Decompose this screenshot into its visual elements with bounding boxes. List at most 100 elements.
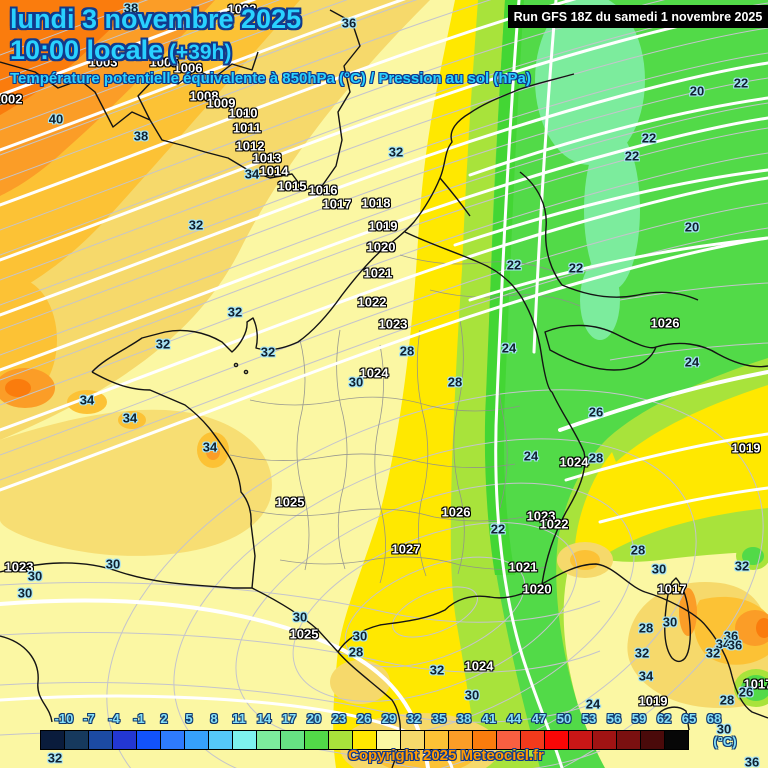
temp-label: 28	[447, 374, 463, 390]
pressure-label: 1002	[0, 91, 23, 107]
colorbar-tick: 26	[356, 711, 372, 726]
temp-label: 34	[79, 392, 95, 408]
colorbar-tick: 20	[306, 711, 322, 726]
colorbar-swatch	[184, 730, 209, 750]
colorbar-swatch	[568, 730, 593, 750]
header-time-text: 10:00 locale	[10, 35, 164, 65]
colorbar-swatch	[256, 730, 281, 750]
temp-label: 32	[429, 662, 445, 678]
header-subtitle: Température potentielle équivalente à 85…	[10, 70, 531, 87]
pressure-label: 1020	[522, 581, 552, 597]
pressure-label: 1008	[189, 88, 219, 104]
temp-label: 30	[352, 628, 368, 644]
temp-label: 36	[744, 754, 760, 768]
colorbar-swatch	[160, 730, 185, 750]
colorbar-tick: -10	[54, 711, 74, 726]
colorbar-tick: 53	[581, 711, 597, 726]
colorbar-swatch	[112, 730, 137, 750]
colorbar-tick: 29	[381, 711, 397, 726]
temp-label: 34	[638, 668, 654, 684]
temp-label: 32	[260, 344, 276, 360]
header-time: 10:00 locale (+39h)	[10, 35, 531, 66]
temp-label: 22	[624, 148, 640, 164]
colorbar-tick: 11	[232, 711, 246, 726]
colorbar-swatch	[304, 730, 329, 750]
pressure-label: 1024	[464, 658, 494, 674]
pressure-label: 1022	[357, 294, 387, 310]
temp-label: 22	[506, 257, 522, 273]
temp-label: 28	[638, 620, 654, 636]
temp-label: 36	[723, 628, 739, 644]
colorbar-tick: 17	[281, 711, 297, 726]
temp-label: 32	[227, 304, 243, 320]
pressure-label: 1021	[363, 265, 393, 281]
colorbar-tick: 23	[331, 711, 347, 726]
pressure-label: 1025	[289, 626, 319, 642]
temp-label: 22	[490, 521, 506, 537]
header-forecast-offset: (+39h)	[163, 41, 232, 64]
temp-label: 28	[399, 343, 415, 359]
temp-label: 30	[662, 614, 678, 630]
colorbar-swatch	[88, 730, 113, 750]
colorbar-tick: 65	[681, 711, 697, 726]
pressure-label: 1003	[227, 1, 257, 17]
temp-label: 28	[630, 542, 646, 558]
colorbar-swatch	[592, 730, 617, 750]
temp-label: 30	[464, 687, 480, 703]
temp-label: 26	[738, 684, 754, 700]
pressure-label: 1014	[259, 163, 289, 179]
temp-label: 34	[244, 166, 260, 182]
pressure-label: 1022	[539, 516, 569, 532]
pressure-label: 1023	[526, 508, 556, 524]
temp-label: 38	[133, 128, 149, 144]
temp-label: 34	[715, 636, 731, 652]
colorbar-tick: 8	[210, 711, 218, 726]
temp-label: 30	[348, 374, 364, 390]
colorbar-tick: 14	[256, 711, 272, 726]
colorbar-swatch	[640, 730, 665, 750]
colorbar-tick: 5	[185, 711, 193, 726]
pressure-label: 1019	[638, 693, 668, 709]
colorbar-swatch	[232, 730, 257, 750]
temp-label: 30	[651, 561, 667, 577]
pressure-label: 1005	[149, 54, 179, 70]
colorbar	[40, 730, 689, 750]
temp-label: 26	[588, 404, 604, 420]
temp-label: 32	[188, 217, 204, 233]
temp-label: 30	[27, 568, 43, 584]
run-info-box: Run GFS 18Z du samedi 1 novembre 2025	[508, 5, 768, 28]
temp-label: 32	[47, 750, 63, 766]
temp-label: 32	[155, 336, 171, 352]
pressure-label: 1026	[650, 315, 680, 331]
colorbar-tick: 44	[506, 711, 522, 726]
pressure-label: 1011	[232, 120, 262, 136]
pressure-label: 1023	[378, 316, 408, 332]
colorbar-tick: 62	[656, 711, 672, 726]
pressure-label: 1024	[359, 365, 389, 381]
pressure-label: 1015	[277, 178, 307, 194]
pressure-label: 1003	[88, 54, 118, 70]
colorbar-tick: 56	[606, 711, 622, 726]
pressure-label: 1026	[441, 504, 471, 520]
temp-label: 34	[122, 410, 138, 426]
colorbar-unit-label: (°C)	[713, 734, 737, 749]
temp-label: 24	[523, 448, 539, 464]
pressure-label: 1012	[235, 138, 265, 154]
colorbar-swatch	[664, 730, 689, 750]
temp-label: 36	[341, 15, 357, 31]
colorbar-swatch	[208, 730, 233, 750]
pressure-label: 1017	[322, 196, 352, 212]
pressure-label: 1024	[559, 454, 589, 470]
temp-label: 30	[292, 609, 308, 625]
run-info-text: Run GFS 18Z du samedi 1 novembre 2025	[513, 9, 763, 24]
temp-label: 32	[388, 144, 404, 160]
colorbar-tick: 68	[706, 711, 722, 726]
temp-label: 20	[684, 219, 700, 235]
header-date: lundi 3 novembre 2025	[10, 4, 302, 34]
temp-label: 30	[105, 556, 121, 572]
pressure-label: 1014	[129, 45, 159, 61]
colorbar-tick: -4	[108, 711, 120, 726]
